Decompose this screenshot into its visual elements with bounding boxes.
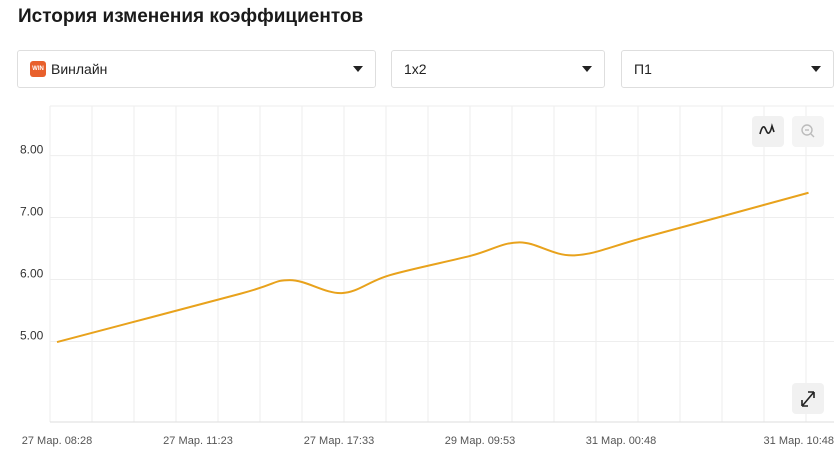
bookmaker-select[interactable]: WIN Винлайн xyxy=(17,50,376,88)
y-tick-label: 7.00 xyxy=(20,205,44,219)
expand-icon xyxy=(801,391,815,407)
y-tick-label: 6.00 xyxy=(20,267,44,281)
chart: 5.00 6.00 7.00 8.00 27 Мар. 08:28 27 Мар. 11:… xyxy=(20,105,834,447)
zoom-icon-handle xyxy=(810,133,815,138)
select-label: П1 xyxy=(634,61,652,77)
select-arrow xyxy=(353,66,363,72)
x-tick-label: 29 Мар. 09:53 xyxy=(445,435,515,447)
x-tick-label: 27 Мар. 17:33 xyxy=(304,435,374,447)
select-label: Винлайн xyxy=(51,61,108,77)
page-title: История изменения коэффициентов xyxy=(18,6,364,27)
odds-line xyxy=(56,191,809,344)
zoom-out-button[interactable] xyxy=(792,116,824,147)
vertical-grid xyxy=(49,106,807,422)
y-tick-label: 8.00 xyxy=(20,143,44,157)
x-tick-label: 31 Мар. 10:48 xyxy=(764,435,834,447)
select-label: 1x2 xyxy=(404,61,427,77)
y-tick-label: 5.00 xyxy=(20,329,44,343)
select-arrow xyxy=(582,66,592,72)
x-tick-label: 31 Мар. 00:48 xyxy=(586,435,656,447)
bookmaker-logo: WIN xyxy=(30,61,46,77)
market-select[interactable]: 1x2 xyxy=(391,50,605,88)
outcome-select[interactable]: П1 xyxy=(621,50,834,88)
x-tick-label: 27 Мар. 08:28 xyxy=(22,435,92,447)
curve-toggle-button[interactable] xyxy=(752,116,784,147)
select-arrow xyxy=(811,66,821,72)
curve-icon xyxy=(759,123,775,135)
zoom-icon xyxy=(801,124,813,136)
x-tick-label: 27 Мар. 11:23 xyxy=(163,435,233,447)
